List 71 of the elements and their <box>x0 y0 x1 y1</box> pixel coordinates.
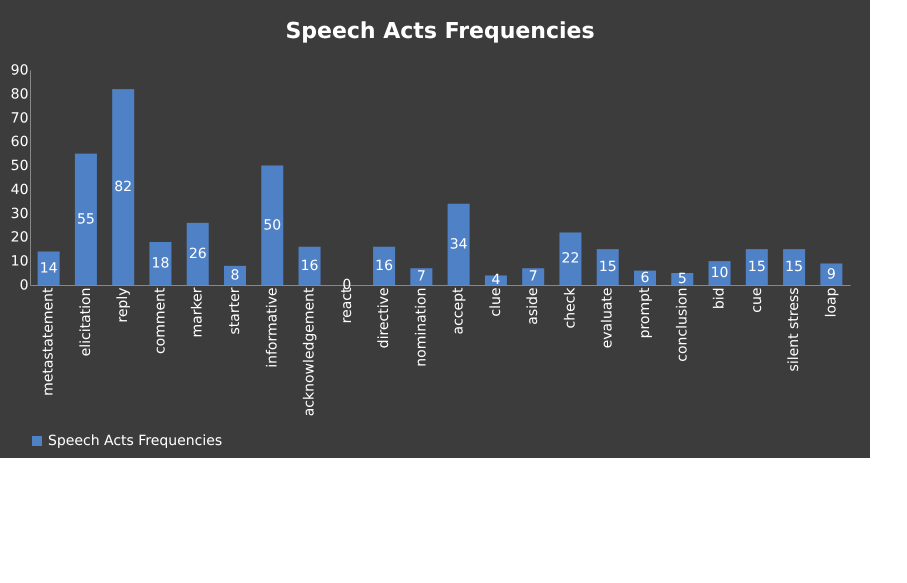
x-tick-label: evaluate <box>600 288 616 348</box>
bar <box>261 166 284 285</box>
x-tick-label: clue <box>488 288 504 317</box>
chart-title: Speech Acts Frequencies <box>285 19 595 44</box>
bar <box>746 249 768 285</box>
data-label: 50 <box>263 217 282 234</box>
bar <box>38 252 60 285</box>
data-label: 15 <box>785 259 804 276</box>
data-label: 15 <box>598 259 617 276</box>
data-label: 4 <box>491 272 500 288</box>
x-tick-label: informative <box>264 288 280 368</box>
legend-label: Speech Acts Frequencies <box>48 433 222 449</box>
data-label: 10 <box>710 265 728 282</box>
bar <box>298 246 321 285</box>
data-label: 18 <box>152 256 170 272</box>
bar <box>448 204 470 285</box>
y-tick-label: 40 <box>10 182 28 198</box>
x-tick-label: directive <box>376 288 392 348</box>
x-tick-label: acknowledgement <box>302 286 318 416</box>
data-label: 5 <box>678 271 687 288</box>
bar <box>522 268 544 285</box>
y-tick-label: 30 <box>10 206 28 222</box>
data-label: 8 <box>230 267 240 284</box>
bar <box>74 154 97 285</box>
y-tick-label: 90 <box>10 62 28 78</box>
data-label: 7 <box>528 268 538 285</box>
x-tick-label: check <box>562 286 578 328</box>
x-tick-label: accept <box>450 286 467 334</box>
y-tick-label: 20 <box>10 230 28 246</box>
y-tick-label: 10 <box>10 254 28 270</box>
x-tick-label: elicitation <box>78 288 94 356</box>
x-tick-label: cue <box>748 288 765 313</box>
x-tick-label: starter <box>227 287 243 334</box>
data-label: 16 <box>300 258 319 274</box>
x-tick-label: marker <box>190 287 206 338</box>
bar <box>373 246 396 285</box>
data-label: 7 <box>416 268 426 285</box>
bar <box>783 249 806 285</box>
bar <box>820 264 842 285</box>
data-label: 9 <box>826 266 836 282</box>
bar <box>596 249 619 285</box>
x-tick-label: silent stress <box>786 288 802 372</box>
bar <box>410 268 432 285</box>
data-label: 6 <box>640 270 650 286</box>
x-tick-label: metastatement <box>40 287 57 396</box>
x-tick-label: aside <box>525 288 542 325</box>
bar <box>186 222 209 285</box>
y-tick-label: 70 <box>10 110 28 126</box>
data-label: 22 <box>562 250 580 267</box>
x-tick-label: comment <box>152 286 168 354</box>
bar <box>559 232 582 285</box>
data-label: 16 <box>375 258 394 274</box>
x-tick-label: react <box>338 286 355 324</box>
bar <box>149 242 172 285</box>
x-tick-label: nomination <box>413 288 430 367</box>
x-tick-label: loap <box>823 287 840 318</box>
x-tick-label: reply <box>115 288 132 323</box>
data-label: 34 <box>450 236 468 252</box>
data-label: 26 <box>188 246 207 262</box>
x-tick-label: conclusion <box>674 288 690 362</box>
data-label: 14 <box>40 260 58 276</box>
bar <box>112 89 134 285</box>
data-label: 55 <box>76 211 95 228</box>
y-tick-label: 0 <box>20 278 28 294</box>
data-label: 82 <box>114 179 132 196</box>
x-tick-label: prompt <box>637 286 653 338</box>
x-tick-label: bid <box>712 288 728 310</box>
y-tick-label: 60 <box>10 134 28 150</box>
y-tick-label: 80 <box>10 86 28 102</box>
data-label: 15 <box>748 259 766 276</box>
y-tick-label: 50 <box>10 158 28 174</box>
